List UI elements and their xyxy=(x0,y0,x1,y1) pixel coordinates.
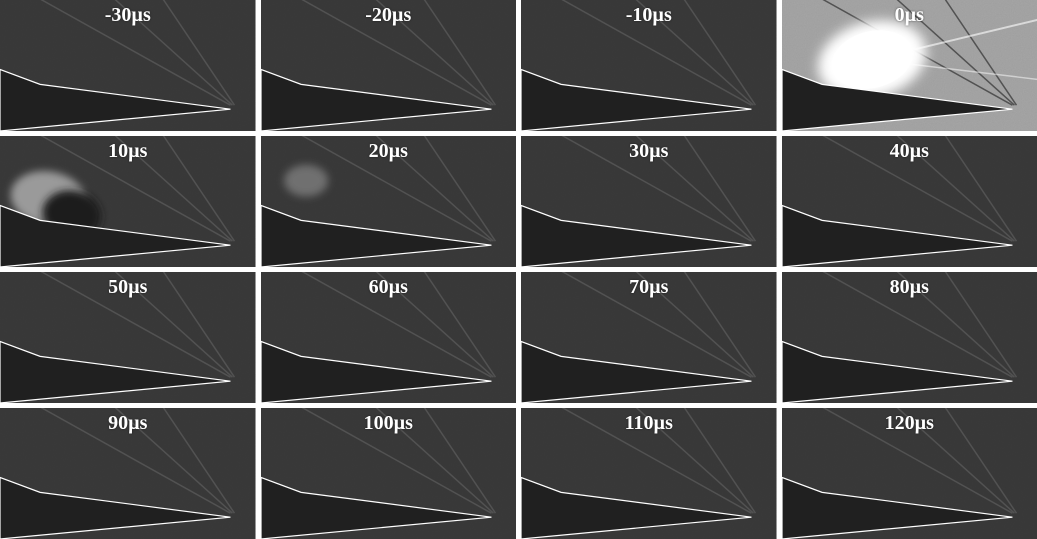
panel: 20µs xyxy=(261,136,517,267)
panel: -30µs xyxy=(0,0,256,131)
panel-timestamp-label: -20µs xyxy=(365,4,411,27)
panel: 40µs xyxy=(782,136,1037,267)
panel-timestamp-label: 10µs xyxy=(108,140,147,163)
panel: -10µs xyxy=(521,0,777,131)
panel-timestamp-label: 20µs xyxy=(369,140,408,163)
panel-timestamp-label: 60µs xyxy=(369,276,408,299)
panel-timestamp-label: 0µs xyxy=(895,4,924,27)
panel-timestamp-label: 80µs xyxy=(890,276,929,299)
panel: 80µs xyxy=(782,272,1037,403)
panel-timestamp-label: 100µs xyxy=(364,412,413,435)
panel: 120µs xyxy=(782,408,1037,539)
panel-timestamp-label: -10µs xyxy=(626,4,672,27)
panel-timestamp-label: 90µs xyxy=(108,412,147,435)
panel: 90µs xyxy=(0,408,256,539)
panel-timestamp-label: 40µs xyxy=(890,140,929,163)
panel: 100µs xyxy=(261,408,517,539)
panel: 0µs xyxy=(782,0,1037,131)
panel: 70µs xyxy=(521,272,777,403)
panel-timestamp-label: 30µs xyxy=(629,140,668,163)
panel-timestamp-label: 110µs xyxy=(625,412,673,435)
figure-grid: -30µs -20µs -10µs xyxy=(0,0,1037,539)
panel: 110µs xyxy=(521,408,777,539)
panel-timestamp-label: 50µs xyxy=(108,276,147,299)
panel-timestamp-label: -30µs xyxy=(105,4,151,27)
panel: 50µs xyxy=(0,272,256,403)
panel-timestamp-label: 70µs xyxy=(629,276,668,299)
panel: 30µs xyxy=(521,136,777,267)
panel: -20µs xyxy=(261,0,517,131)
panel-timestamp-label: 120µs xyxy=(885,412,934,435)
panel: 10µs xyxy=(0,136,256,267)
panel: 60µs xyxy=(261,272,517,403)
